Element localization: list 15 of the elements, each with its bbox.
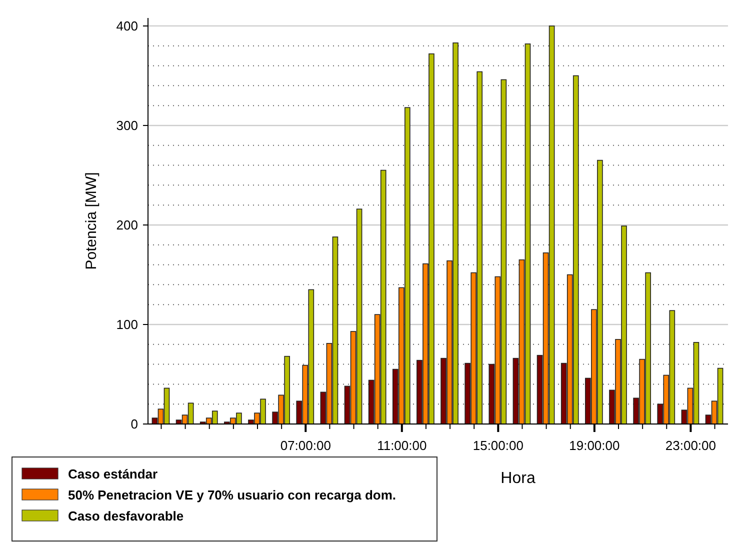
x-tick-label: 11:00:00 bbox=[377, 438, 427, 453]
legend-label: Caso estándar bbox=[68, 466, 158, 482]
x-tick-label: 19:00:00 bbox=[569, 438, 620, 453]
y-tick-label: 300 bbox=[116, 118, 138, 134]
legend-label: 50% Penetracion VE y 70% usuario con recarga dom. bbox=[68, 488, 396, 503]
y-tick-label: 100 bbox=[116, 317, 138, 332]
y-tick-label: 200 bbox=[116, 218, 138, 233]
x-axis-title: Hora bbox=[500, 470, 536, 487]
y-tick-label: 0 bbox=[130, 416, 138, 432]
y-axis-title: Potencia [MW] bbox=[83, 172, 100, 270]
x-tick-label: 07:00:00 bbox=[280, 438, 331, 453]
y-tick-label: 400 bbox=[116, 18, 138, 34]
legend-label: Caso desfavorable bbox=[68, 508, 184, 524]
x-tick-label: 23:00:00 bbox=[665, 438, 716, 453]
x-tick-label: 15:00:00 bbox=[472, 438, 524, 453]
